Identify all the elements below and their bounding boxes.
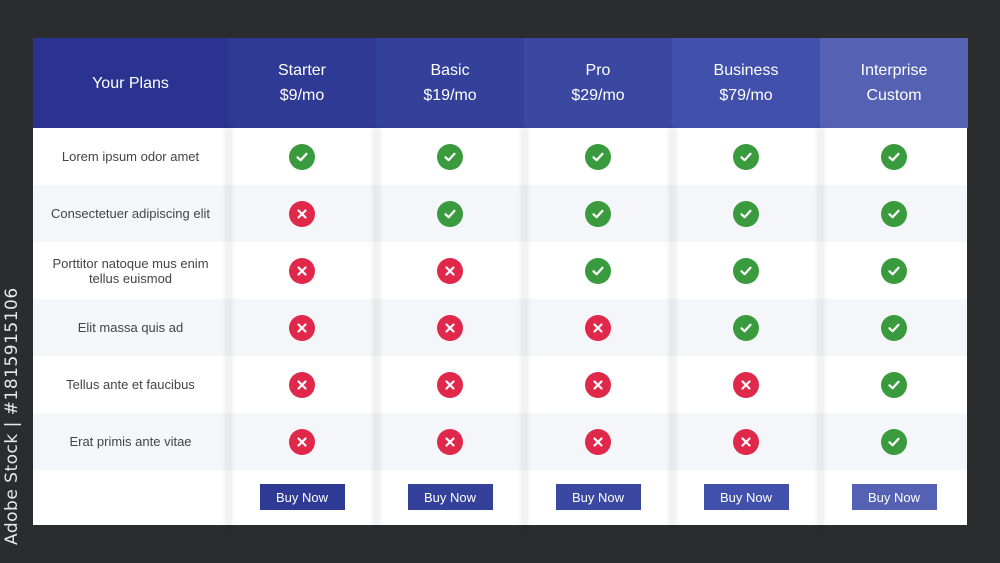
plan-name: Starter (277, 62, 326, 79)
plan-name: Interprise (860, 62, 928, 79)
check-icon (881, 200, 907, 227)
plans-title: Your Plans (33, 38, 228, 128)
buy-now-button-pro[interactable]: Buy Now (555, 484, 641, 510)
feature-label: Consectetuer adipiscing elit (51, 206, 210, 221)
check-icon (733, 200, 759, 227)
stock-watermark: Adobe Stock | #1815915106 (2, 287, 22, 545)
check-icon (585, 200, 611, 227)
feature-row: Tellus ante et faucibus (33, 356, 967, 413)
check-icon (289, 143, 315, 170)
cross-icon (289, 200, 315, 227)
feature-label: Elit massa quis ad (77, 320, 184, 335)
check-icon (881, 257, 907, 284)
cross-icon (733, 371, 759, 398)
feature-label: Tellus ante et faucibus (66, 377, 195, 392)
check-icon (437, 143, 463, 170)
column-divider (228, 128, 229, 525)
cross-icon (585, 371, 611, 398)
feature-label: Lorem ipsum odor amet (61, 149, 200, 164)
feature-row: Porttitor natoque mus enim tellus euismo… (33, 242, 967, 299)
plan-price: Custom (866, 87, 922, 104)
cross-icon (289, 257, 315, 284)
plans-title-text: Your Plans (92, 74, 169, 92)
buy-now-button-business[interactable]: Buy Now (703, 484, 789, 510)
plan-price: $79/mo (719, 87, 773, 104)
plan-name: Business (713, 62, 779, 79)
cross-icon (437, 257, 463, 284)
plan-price: $29/mo (571, 87, 625, 104)
cross-icon (585, 428, 611, 455)
plan-price: $9/mo (279, 87, 325, 104)
cross-icon (437, 428, 463, 455)
buy-now-button-starter[interactable]: Buy Now (259, 484, 345, 510)
column-divider (376, 128, 377, 525)
feature-row: Consectetuer adipiscing elit (33, 185, 967, 242)
feature-row: Elit massa quis ad (33, 299, 967, 356)
cross-icon (733, 428, 759, 455)
plan-header-starter: Starter $9/mo (228, 38, 376, 128)
cross-icon (437, 371, 463, 398)
cross-icon (437, 314, 463, 341)
pricing-table: Your Plans Starter $9/mo Basic $19/mo Pro $29/… (33, 38, 968, 525)
feature-label: Porttitor natoque mus enim tellus euismo… (52, 255, 209, 286)
check-icon (585, 143, 611, 170)
feature-row: Erat primis ante vitae (33, 413, 967, 470)
plan-header-interprise: Interprise Custom (820, 38, 968, 128)
check-icon (881, 428, 907, 455)
check-icon (881, 143, 907, 170)
cross-icon (289, 428, 315, 455)
pricing-header: Your Plans Starter $9/mo Basic $19/mo Pro $29/… (33, 38, 968, 128)
check-icon (437, 200, 463, 227)
check-icon (881, 371, 907, 398)
column-divider (820, 128, 821, 525)
plan-name: Basic (430, 62, 470, 79)
cross-icon (289, 314, 315, 341)
feature-label: Erat primis ante vitae (69, 434, 192, 449)
feature-row: Lorem ipsum odor amet (33, 128, 967, 185)
check-icon (733, 314, 759, 341)
check-icon (733, 257, 759, 284)
check-icon (733, 143, 759, 170)
check-icon (881, 314, 907, 341)
plan-header-pro: Pro $29/mo (524, 38, 672, 128)
cross-icon (289, 371, 315, 398)
check-icon (585, 257, 611, 284)
plan-price: $19/mo (423, 87, 477, 104)
cross-icon (585, 314, 611, 341)
plan-name: Pro (585, 62, 611, 79)
buy-now-button-interprise[interactable]: Buy Now (851, 484, 937, 510)
column-divider (524, 128, 525, 525)
plan-header-business: Business $79/mo (672, 38, 820, 128)
buy-now-button-basic[interactable]: Buy Now (407, 484, 493, 510)
plan-header-basic: Basic $19/mo (376, 38, 524, 128)
column-divider (672, 128, 673, 525)
